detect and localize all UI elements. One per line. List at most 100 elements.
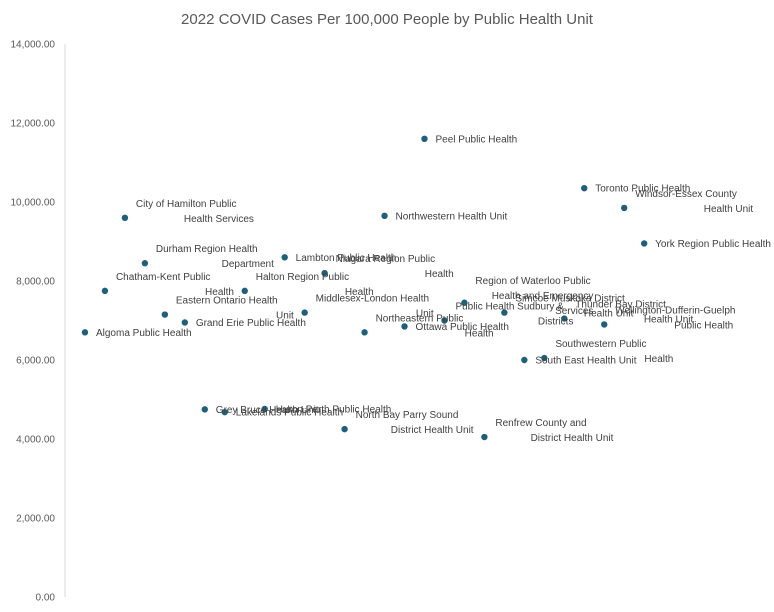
- data-point: [141, 260, 149, 267]
- data-label: Lakelands Public Health: [236, 408, 343, 419]
- data-label-line: Health: [425, 269, 454, 280]
- data-point: [361, 329, 368, 336]
- y-tick-label: 0.00: [36, 593, 56, 604]
- data-label-line: Chatham-Kent Public: [116, 272, 211, 283]
- data-label-line: Wellington-Dufferin-Guelph: [615, 305, 735, 316]
- data-labels: Algoma Public Health Chatham-Kent Public H…: [96, 134, 771, 444]
- data-point: [281, 254, 288, 261]
- data-point: [581, 184, 588, 192]
- data-label-line: Health: [644, 354, 673, 365]
- data-label: Renfrew County and District Health Unit: [495, 418, 613, 444]
- data-label-line: Health Unit: [704, 204, 754, 215]
- data-label-line: Huron Perth Public Health: [276, 404, 392, 415]
- data-point: [601, 321, 608, 328]
- data-label-line: Northwestern Health Unit: [396, 211, 508, 222]
- data-label-line: Unit: [276, 311, 294, 322]
- data-label: Middlesex-London Health Unit: [316, 294, 434, 320]
- data-label-line: Health Unit: [584, 309, 634, 320]
- data-label-line: Health Services: [184, 214, 254, 225]
- data-label-line: Health: [205, 287, 234, 298]
- data-label: Windsor-Essex County Health Unit: [635, 189, 753, 215]
- data-point: [121, 214, 129, 221]
- data-label: Niagara Region Public Health: [336, 254, 454, 280]
- data-label: Northwestern Health Unit: [396, 211, 508, 222]
- data-label-line: Ottawa Public Health: [416, 322, 509, 333]
- data-point: [261, 405, 268, 413]
- data-point: [81, 329, 89, 336]
- data-label: Eastern Ontario Health Unit: [176, 296, 294, 322]
- y-tick-label: 4,000.00: [16, 435, 55, 446]
- data-label-line: Northeastern Public: [376, 313, 464, 324]
- data-point: [101, 287, 109, 295]
- data-label-line: Simcoe Muskoka District: [515, 294, 625, 305]
- data-point: [241, 287, 248, 295]
- data-label-line: Grey Bruce Health Unit: [216, 405, 319, 416]
- data-label-line: Lambton Public Health: [296, 253, 397, 264]
- data-label-line: Eastern Ontario Health: [176, 296, 278, 307]
- data-label-line: Toronto Public Health: [595, 184, 690, 195]
- data-label: Chatham-Kent Public Health: [116, 272, 234, 298]
- y-tick-label: 8,000.00: [16, 277, 55, 288]
- data-point: [621, 204, 628, 212]
- data-label: Huron Perth Public Health: [276, 404, 392, 415]
- data-point: [541, 354, 548, 362]
- data-label: Grand Erie Public Health: [196, 318, 306, 329]
- data-point: [561, 315, 568, 322]
- data-point: [441, 317, 448, 324]
- data-label-line: Thunder Bay District: [575, 300, 666, 311]
- data-point: [461, 299, 468, 306]
- data-point: [481, 433, 488, 441]
- data-label-line: Public Health Sudbury &: [455, 302, 564, 313]
- data-label: Region of Waterloo Public Health and Emer…: [475, 276, 593, 317]
- data-label-line: Durham Region Health: [156, 244, 258, 255]
- data-point: [341, 425, 348, 433]
- data-label: Durham Region Health Department: [156, 244, 274, 270]
- data-label-line: City of Hamilton Public: [136, 199, 237, 210]
- data-label-line: Health: [345, 287, 374, 298]
- data-label-line: Peel Public Health: [435, 134, 517, 145]
- data-label-line: Department: [222, 259, 274, 270]
- data-label: Algoma Public Health: [96, 328, 192, 339]
- data-point: [521, 356, 528, 364]
- data-label: Southwestern Public Health: [555, 339, 673, 365]
- data-point: [321, 269, 328, 277]
- data-label-line: Lakelands Public Health: [236, 408, 343, 419]
- data-point: [640, 240, 648, 247]
- data-label-line: Districts: [538, 317, 574, 328]
- data-label-line: Grand Erie Public Health: [196, 318, 306, 329]
- data-label: Ottawa Public Health: [416, 322, 509, 333]
- data-label: Toronto Public Health: [595, 184, 690, 195]
- data-points: [81, 135, 648, 441]
- data-point: [201, 406, 208, 413]
- data-label-line: Windsor-Essex County: [635, 189, 737, 200]
- data-point: [301, 309, 308, 316]
- data-label-line: Algoma Public Health: [96, 328, 192, 339]
- data-label: York Region Public Health: [655, 239, 771, 250]
- data-label: Peel Public Health: [435, 134, 517, 145]
- data-point: [181, 319, 189, 326]
- data-point: [161, 311, 169, 318]
- data-point: [421, 135, 428, 142]
- data-label-line: Middlesex-London Health: [316, 294, 429, 305]
- data-label: Grey Bruce Health Unit: [216, 405, 319, 416]
- data-label: City of Hamilton Public Health Services: [136, 199, 254, 225]
- y-tick-label: 12,000.00: [11, 119, 56, 130]
- chart-title: 2022 COVID Cases Per 100,000 People by P…: [181, 11, 594, 28]
- data-label: Public Health Sudbury & Districts: [455, 302, 573, 328]
- data-label-line: Health Unit: [644, 315, 694, 326]
- data-label-line: South East Health Unit: [535, 356, 636, 367]
- data-label-line: District Health Unit: [391, 425, 474, 436]
- y-tick-label: 14,000.00: [11, 40, 56, 51]
- data-label-line: Services: [555, 306, 593, 317]
- data-point: [381, 212, 388, 220]
- data-label-line: Public Health: [674, 320, 733, 331]
- data-label: Halton Region Public Health: [256, 272, 374, 298]
- y-tick-label: 6,000.00: [16, 356, 55, 367]
- data-label-line: Health and Emergency: [492, 291, 594, 302]
- data-label: Thunder Bay District Health Unit: [575, 300, 693, 326]
- data-label: Northeastern PublicHealth: [376, 313, 494, 339]
- data-label-line: Region of Waterloo Public: [475, 276, 590, 287]
- data-label-line: Southwestern Public: [555, 339, 646, 350]
- data-label: Wellington-Dufferin-Guelph Public Health: [615, 305, 735, 331]
